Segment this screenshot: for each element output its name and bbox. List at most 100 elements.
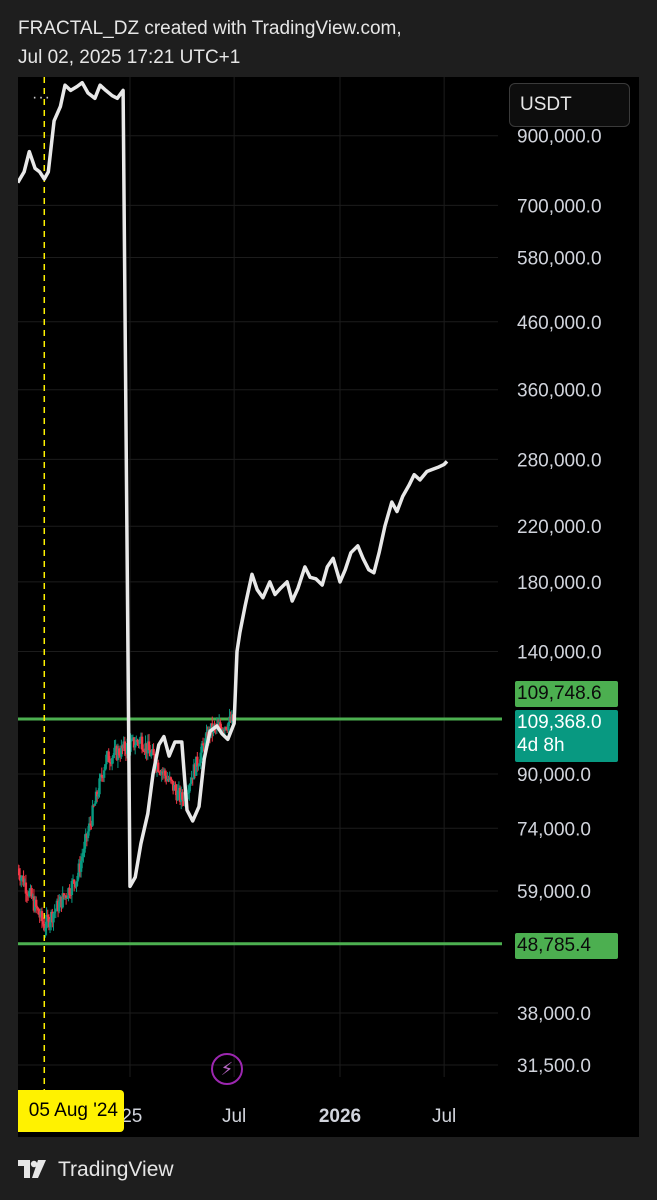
candle-body — [120, 745, 123, 757]
footer: TradingView — [18, 1156, 174, 1184]
candle-body — [64, 895, 68, 899]
lightning-icon[interactable]: ⚡ — [211, 1053, 243, 1085]
candle-body — [41, 921, 45, 925]
price-tick-label: 700,000.0 — [517, 196, 602, 217]
candle-body — [198, 763, 201, 766]
candle-body — [219, 722, 222, 728]
price-tick-label: 140,000.0 — [517, 643, 602, 664]
bar-countdown: 4d 8h — [517, 735, 565, 756]
candle-body — [37, 908, 40, 915]
current-price-value: 109,368.0 — [517, 712, 602, 733]
more-dots-icon[interactable]: ··· — [32, 89, 51, 106]
candle-body — [201, 743, 205, 746]
price-axis: 900,000.0 700,000.0 580,000.0 460,000.0 360,… — [517, 127, 602, 1077]
candle-body — [48, 922, 52, 928]
candle-body — [92, 805, 95, 807]
currency-selector[interactable]: USDT — [509, 83, 630, 127]
candle-body — [170, 779, 174, 782]
candle-body — [100, 774, 104, 777]
candle-body — [36, 906, 39, 909]
candle-body — [133, 745, 137, 748]
candle-body — [52, 913, 55, 923]
candle-body — [87, 823, 91, 832]
fractal-line — [18, 80, 449, 889]
candle-body — [61, 893, 64, 908]
candle-body — [70, 881, 74, 896]
candle-body — [83, 841, 86, 853]
price-tick-label: 580,000.0 — [517, 249, 602, 270]
candle-body — [108, 762, 112, 764]
candle-body — [224, 727, 228, 730]
candle-body — [91, 805, 94, 826]
candle-body — [35, 899, 38, 907]
candle-body — [86, 831, 90, 839]
candle-body — [76, 875, 79, 882]
candle-body — [79, 860, 83, 872]
candle-body — [68, 888, 71, 896]
candle-body — [163, 770, 167, 776]
candle-body — [196, 756, 199, 767]
candle-body — [190, 777, 193, 784]
candle-body — [72, 879, 76, 884]
candle-body — [107, 751, 110, 763]
candle-body — [45, 914, 48, 929]
price-tag-low: 48,785.4 — [515, 933, 618, 959]
candle-body — [46, 914, 49, 917]
chart-frame[interactable]: 900,000.0 700,000.0 580,000.0 460,000.0 360,… — [18, 77, 639, 1137]
candle-body — [189, 783, 192, 786]
candle-body — [156, 762, 160, 772]
price-tag-current: 109,368.0 4d 8h — [515, 710, 618, 762]
candle-body — [94, 791, 98, 804]
grid — [18, 77, 498, 1077]
price-tag-high: 109,748.6 — [515, 681, 618, 707]
candle-body — [66, 897, 69, 899]
candle-body — [204, 738, 207, 752]
candle-body — [53, 911, 56, 914]
candle-body — [105, 754, 108, 765]
candle-body — [123, 741, 127, 752]
candle-body — [143, 751, 146, 753]
candle-body — [54, 909, 57, 912]
candle-body — [69, 895, 72, 897]
price-tick-label: 59,000.0 — [517, 882, 591, 903]
candle-body — [18, 868, 21, 876]
candle-body — [140, 736, 144, 750]
candle-body — [20, 877, 23, 881]
candle-body — [138, 738, 141, 744]
candle-body — [117, 748, 121, 756]
candle-body — [132, 737, 136, 748]
price-tick-label: 38,000.0 — [517, 1004, 591, 1025]
candle-body — [81, 856, 84, 861]
price-tick-label: 460,000.0 — [517, 313, 602, 334]
candle-body — [129, 740, 132, 752]
candle-body — [104, 764, 107, 771]
candle-body — [102, 770, 106, 778]
candle-body — [110, 758, 114, 765]
candle-body — [58, 901, 61, 912]
candle-body — [174, 785, 177, 791]
header-author-line: FRACTAL_DZ created with TradingView.com, — [18, 18, 402, 39]
chart-header: FRACTAL_DZ created with TradingView.com,… — [18, 14, 402, 72]
candle-body — [44, 928, 47, 931]
candle-body — [113, 747, 116, 755]
candle-body — [158, 771, 161, 773]
candle-body — [200, 743, 204, 753]
price-chart[interactable]: 900,000.0 700,000.0 580,000.0 460,000.0 360,… — [18, 77, 639, 1137]
price-tick-label: 280,000.0 — [517, 450, 602, 471]
candle-body — [75, 881, 78, 887]
candle-body — [47, 916, 51, 928]
price-tick-label: 31,500.0 — [517, 1056, 591, 1077]
price-tick-label: 180,000.0 — [517, 573, 602, 594]
marker-lines — [18, 77, 502, 1090]
candle-body — [188, 785, 191, 793]
candle-body — [43, 924, 46, 931]
price-tick-label: 900,000.0 — [517, 127, 602, 148]
candle-body — [152, 748, 155, 756]
candle-body — [197, 765, 200, 767]
candle-body — [221, 729, 224, 732]
candle-body — [136, 739, 139, 742]
candle-body — [186, 792, 190, 795]
price-tick-label: 360,000.0 — [517, 381, 602, 402]
candle-body — [220, 727, 223, 732]
candle-body — [112, 754, 115, 759]
